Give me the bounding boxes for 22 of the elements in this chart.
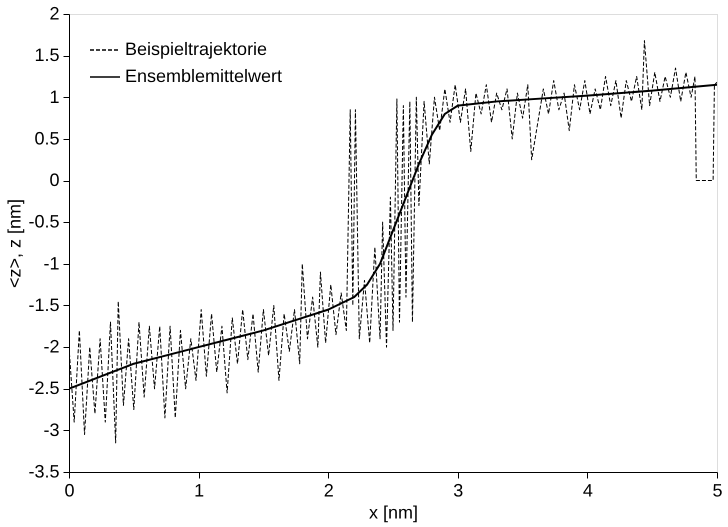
y-tick-label: 1.5 bbox=[34, 45, 60, 66]
x-tick-label: 1 bbox=[194, 480, 204, 500]
legend-label: Ensemblemittelwert bbox=[125, 66, 282, 86]
y-tick-label: 1 bbox=[49, 86, 60, 107]
y-tick-label: -1 bbox=[43, 253, 60, 274]
y-tick-label: -3 bbox=[43, 420, 60, 440]
y-tick-label: -2 bbox=[43, 336, 60, 357]
x-tick-label: 5 bbox=[712, 480, 723, 500]
x-tick-label: 2 bbox=[324, 480, 334, 500]
y-tick-label: 0 bbox=[49, 170, 60, 190]
x-tick-label: 4 bbox=[582, 480, 593, 500]
y-tick-label: -0.5 bbox=[28, 212, 60, 232]
x-axis-title: x [nm] bbox=[368, 502, 418, 522]
y-axis-title: <z>, z [nm] bbox=[4, 198, 24, 288]
x-tick-label: 0 bbox=[64, 480, 75, 500]
y-tick-label: -3.5 bbox=[28, 462, 60, 482]
y-tick-label: -1.5 bbox=[28, 294, 60, 315]
legend-label: Beispieltrajektorie bbox=[125, 39, 268, 59]
y-tick-label: 0.5 bbox=[34, 128, 60, 148]
y-tick-label: 2 bbox=[49, 4, 60, 24]
y-tick-label: -2.5 bbox=[28, 378, 60, 398]
x-tick-label: 3 bbox=[453, 480, 464, 500]
